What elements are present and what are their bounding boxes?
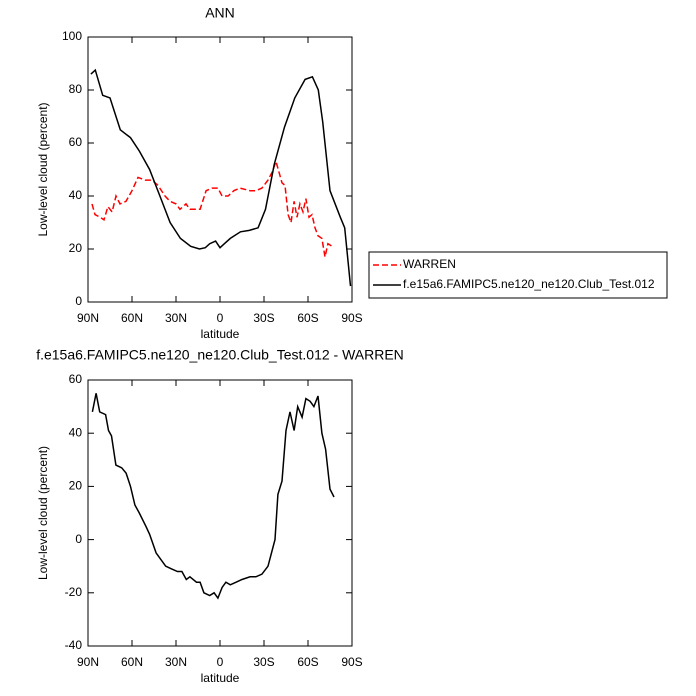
y-axis-label: Low-level cloud (percent)	[36, 446, 50, 580]
y-tick-label: 20	[69, 479, 83, 493]
x-tick-label: 60S	[297, 655, 318, 669]
y-tick-label: 80	[69, 82, 83, 96]
x-tick-label: 90N	[77, 311, 99, 325]
data-line	[91, 393, 335, 600]
x-tick-label: 60S	[297, 311, 318, 325]
x-tick-label: 0	[217, 311, 224, 325]
chart-title: f.e15a6.FAMIPC5.ne120_ne120.Club_Test.01…	[36, 347, 404, 363]
data-line	[90, 68, 352, 287]
y-tick-label: 60	[69, 135, 83, 149]
x-tick-label: 90S	[341, 655, 362, 669]
x-tick-label: 60N	[121, 311, 143, 325]
x-tick-label: 30S	[253, 655, 274, 669]
y-tick-label: -20	[65, 585, 83, 599]
y-tick-label: 20	[69, 241, 83, 255]
x-tick-label: 60N	[121, 655, 143, 669]
x-tick-label: 90N	[77, 655, 99, 669]
y-tick-label: -40	[65, 638, 83, 652]
y-tick-label: 0	[75, 532, 82, 546]
legend-label: WARREN	[403, 257, 456, 271]
chart-title: ANN	[205, 5, 235, 21]
x-tick-label: 30N	[165, 655, 187, 669]
x-tick-label: 30N	[165, 311, 187, 325]
y-tick-label: 40	[69, 188, 83, 202]
x-tick-label: 0	[217, 655, 224, 669]
y-axis-label: Low-level cloud (percent)	[36, 102, 50, 236]
y-tick-label: 60	[69, 372, 83, 386]
legend-label: f.e15a6.FAMIPC5.ne120_ne120.Club_Test.01…	[403, 277, 655, 291]
y-tick-label: 40	[69, 425, 83, 439]
y-tick-label: 100	[62, 29, 82, 43]
x-tick-label: 30S	[253, 311, 274, 325]
x-axis-label: latitude	[201, 327, 240, 341]
x-axis-label: latitude	[201, 671, 240, 685]
legend-frame	[368, 251, 668, 299]
plot-frame	[87, 379, 353, 647]
y-tick-label: 0	[75, 294, 82, 308]
x-tick-label: 90S	[341, 311, 362, 325]
data-line	[91, 159, 333, 258]
